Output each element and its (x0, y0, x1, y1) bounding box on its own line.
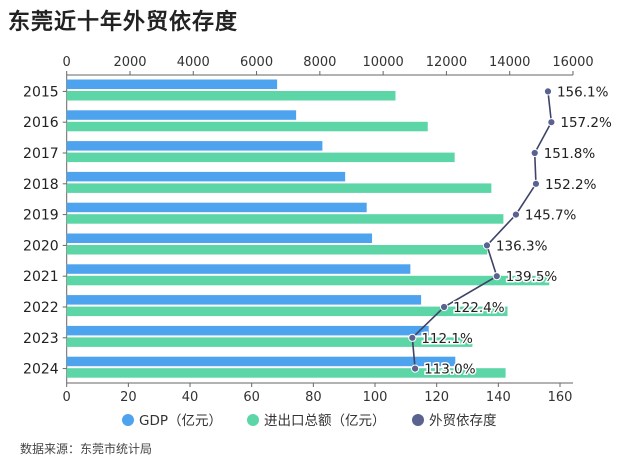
gdp-bar (66, 171, 346, 182)
dependency-point (492, 272, 501, 281)
gdp-bar (66, 141, 323, 151)
bottom-axis-label: 40 (182, 390, 199, 405)
gdp-bar (66, 233, 373, 243)
trade-bar (66, 91, 396, 101)
top-axis-label: 0 (63, 55, 71, 70)
dependency-line (411, 91, 553, 369)
category-label: 2021 (23, 269, 59, 285)
category-label: 2024 (23, 362, 59, 378)
trade-bar (66, 214, 504, 224)
trade-bar (66, 337, 473, 347)
top-axis-label: 16000 (552, 55, 593, 70)
gdp-bar (66, 295, 422, 305)
trade-bar (66, 368, 506, 378)
legend-label: GDP（亿元） (139, 413, 222, 429)
dependency-point (439, 302, 449, 312)
trade-bar (66, 183, 492, 193)
gdp-bar (66, 79, 278, 89)
top-axis-label: 12000 (426, 55, 467, 70)
dependency-data-label: 151.8% (544, 146, 596, 162)
category-label: 2020 (23, 238, 59, 254)
top-axis-label: 2000 (113, 55, 146, 70)
chart: 0 2000 4000 6000 8000 10000 12000 14000 16000 0 20… (23, 55, 613, 429)
bottom-axis-label: 60 (243, 390, 260, 405)
category-label: 2023 (23, 331, 59, 347)
category-label: 2017 (23, 146, 59, 162)
top-axis-label: 8000 (303, 55, 336, 70)
bottom-axis-label: 20 (120, 390, 137, 405)
bottom-axis-label: 120 (424, 390, 449, 405)
bottom-axis-label: 0 (63, 390, 71, 405)
gdp-bar (66, 264, 411, 274)
top-axis-label: 10000 (362, 55, 403, 70)
legend-marker (412, 414, 424, 426)
dependency-point (408, 333, 417, 342)
category-label: 2022 (23, 300, 59, 316)
trade-bar (66, 152, 455, 163)
category-label: 2019 (23, 208, 59, 224)
bottom-axis-label: 160 (548, 390, 573, 405)
legend-label: 进出口总额（亿元） (264, 413, 386, 429)
dependency-point (410, 364, 420, 373)
dependency-data-label: 113.0% (424, 362, 476, 378)
dependency-point (531, 179, 541, 188)
legend-marker (247, 414, 259, 426)
dependency-data-label: 139.5% (506, 269, 558, 285)
trade-bar (66, 306, 508, 317)
gdp-bar (66, 110, 297, 120)
dependency-data-label: 157.2% (560, 115, 612, 131)
dependency-data-label: 112.1% (421, 331, 473, 347)
bottom-axis-label: 140 (486, 390, 511, 405)
gdp-bar (66, 325, 429, 336)
top-axis-label: 4000 (177, 55, 210, 70)
category-label: 2018 (23, 177, 59, 193)
bottom-axis-label: 80 (305, 390, 322, 405)
dependency-data-label: 136.3% (496, 238, 548, 254)
trade-bar (66, 245, 488, 255)
dependency-data-label: 156.1% (557, 84, 609, 100)
dependency-data-label: 152.2% (545, 177, 597, 193)
category-label: 2016 (23, 115, 59, 131)
dependency-data-label: 122.4% (453, 300, 505, 316)
gdp-bar (66, 356, 456, 367)
top-axis-label: 6000 (240, 55, 273, 70)
dependency-point (530, 148, 539, 158)
gdp-bar (66, 202, 367, 213)
data-source: 数据来源：东莞市统计局 (20, 442, 153, 456)
category-label: 2015 (23, 84, 59, 100)
top-axis-label: 14000 (489, 55, 530, 70)
trade-bar (66, 275, 550, 286)
legend-label: 外贸依存度 (429, 413, 497, 429)
trade-bar (66, 121, 428, 132)
dependency-point (511, 210, 521, 219)
dependency-point (543, 87, 553, 96)
dependency-data-label: 145.7% (525, 208, 577, 224)
dependency-point (547, 118, 556, 127)
legend-marker (122, 414, 134, 426)
dependency-point (482, 241, 492, 250)
chart-title: 东莞近十年外贸依存度 (8, 10, 239, 35)
bottom-axis-label: 100 (363, 390, 388, 405)
